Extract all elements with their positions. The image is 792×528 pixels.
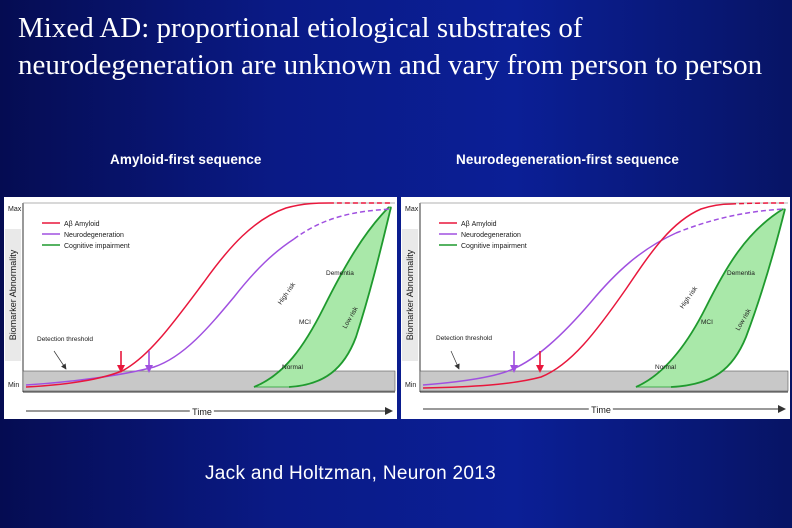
citation: Jack and Holtzman, Neuron 2013 (205, 463, 496, 484)
legend-label-amyloid: Aβ Amyloid (64, 221, 100, 228)
detection-threshold-label: Detection threshold (436, 335, 492, 342)
cognitive-low-risk-curve (670, 208, 786, 388)
high-risk-label: High risk (277, 281, 298, 306)
y-axis-min-label: Min (405, 382, 416, 389)
diagram-svg-neurodegeneration-first: Biomarker Abnormality Max Min Detection … (402, 202, 789, 418)
diagram-panel-neurodegeneration-first: Biomarker Abnormality Max Min Detection … (401, 197, 790, 419)
amyloid-detection-arrowhead (117, 365, 125, 373)
neurodegeneration-curve-projected (293, 208, 393, 240)
amyloid-detection-arrowhead (536, 365, 544, 373)
amyloid-curve (422, 203, 732, 389)
cognitive-low-risk-curve (288, 206, 392, 388)
mci-label: MCI (299, 319, 311, 326)
time-axis-label: Time (192, 407, 212, 417)
normal-label: Normal (282, 364, 304, 371)
y-axis-max-label: Max (405, 206, 419, 213)
diagram-panel-amyloid-first: Biomarker Abnormality Max Min Detection … (4, 197, 397, 419)
detection-threshold-pointer (450, 350, 460, 370)
amyloid-curve (25, 202, 330, 388)
dementia-label: Dementia (326, 270, 354, 277)
y-axis-label: Biomarker Abnormality (8, 249, 18, 340)
neuro-detection-arrowhead (510, 365, 518, 373)
y-axis-label-band (5, 229, 21, 361)
slide-title: Mixed AD: proportional etiological subst… (18, 12, 763, 81)
panel-caption-amyloid-first: Amyloid-first sequence (110, 152, 262, 167)
legend-label-cognitive: Cognitive impairment (461, 243, 527, 250)
time-axis-label: Time (591, 405, 611, 415)
detection-threshold-pointer (53, 350, 67, 370)
detection-threshold-band (419, 370, 789, 392)
normal-label: Normal (655, 364, 677, 371)
legend-label-neurodegeneration: Neurodegeneration (64, 232, 124, 239)
y-axis-min-label: Min (8, 382, 19, 389)
diagram-svg-amyloid-first: Biomarker Abnormality Max Min Detection … (5, 202, 396, 419)
y-axis-label: Biomarker Abnormality (405, 249, 415, 340)
cognitive-impairment-area (253, 206, 392, 388)
neurodegeneration-curve (25, 238, 295, 386)
legend-label-amyloid: Aβ Amyloid (461, 221, 497, 228)
y-axis-max-label: Max (8, 206, 22, 213)
neuro-detection-arrowhead (145, 365, 153, 373)
legend-label-cognitive: Cognitive impairment (64, 243, 130, 250)
y-axis-label-band (402, 229, 418, 361)
dementia-label: Dementia (727, 270, 755, 277)
detection-threshold-band (22, 370, 396, 392)
detection-threshold-label: Detection threshold (37, 336, 93, 343)
amyloid-curve-projected (730, 202, 786, 205)
neurodegeneration-curve (422, 232, 677, 386)
mci-label: MCI (701, 319, 713, 326)
cognitive-high-risk-curve (253, 206, 390, 388)
high-risk-label: High risk (679, 285, 700, 310)
cognitive-high-risk-curve (635, 208, 784, 388)
legend-label-neurodegeneration: Neurodegeneration (461, 232, 521, 239)
panel-caption-neurodegeneration-first: Neurodegeneration-first sequence (456, 152, 679, 167)
neurodegeneration-curve-projected (675, 208, 786, 234)
